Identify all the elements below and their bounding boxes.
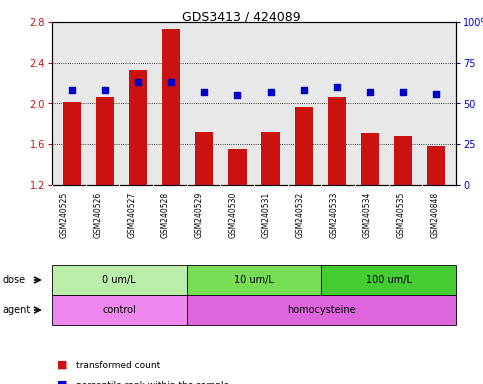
- Text: GSM240531: GSM240531: [262, 191, 271, 238]
- Point: [68, 88, 76, 94]
- Bar: [427, 146, 445, 185]
- Point: [399, 89, 407, 95]
- Text: dose: dose: [2, 275, 26, 285]
- Point: [432, 91, 440, 97]
- Text: GSM240529: GSM240529: [195, 191, 203, 238]
- Text: ■: ■: [57, 360, 67, 370]
- Bar: [327, 98, 346, 185]
- Bar: [63, 103, 81, 185]
- Text: 100 um/L: 100 um/L: [366, 275, 412, 285]
- Text: GSM240527: GSM240527: [127, 191, 136, 238]
- Point: [366, 89, 374, 95]
- Text: GSM240535: GSM240535: [397, 191, 406, 238]
- Point: [101, 88, 109, 94]
- Bar: [394, 136, 412, 185]
- Bar: [361, 133, 379, 185]
- Text: GSM240848: GSM240848: [430, 191, 439, 238]
- Bar: [162, 29, 180, 185]
- Bar: [96, 98, 114, 185]
- Text: GSM240525: GSM240525: [60, 191, 69, 238]
- Text: GDS3413 / 424089: GDS3413 / 424089: [182, 10, 301, 23]
- Text: transformed count: transformed count: [76, 361, 160, 369]
- Text: control: control: [102, 305, 136, 315]
- Point: [134, 79, 142, 85]
- Point: [267, 89, 274, 95]
- Text: GSM240532: GSM240532: [296, 191, 304, 238]
- Text: agent: agent: [2, 305, 30, 315]
- Text: GSM240533: GSM240533: [329, 191, 338, 238]
- Text: GSM240526: GSM240526: [94, 191, 102, 238]
- Text: GSM240534: GSM240534: [363, 191, 372, 238]
- Point: [167, 79, 175, 85]
- Bar: [195, 132, 213, 185]
- Text: GSM240528: GSM240528: [161, 191, 170, 238]
- Point: [300, 88, 308, 94]
- Text: percentile rank within the sample: percentile rank within the sample: [76, 381, 229, 384]
- Bar: [129, 70, 147, 185]
- Bar: [261, 132, 280, 185]
- Point: [234, 92, 242, 98]
- Text: homocysteine: homocysteine: [287, 305, 355, 315]
- Bar: [295, 106, 313, 185]
- Point: [200, 89, 208, 95]
- Bar: [228, 149, 246, 185]
- Point: [333, 84, 341, 90]
- Text: ■: ■: [57, 380, 67, 384]
- Text: 0 um/L: 0 um/L: [102, 275, 136, 285]
- Text: GSM240530: GSM240530: [228, 191, 237, 238]
- Text: 10 um/L: 10 um/L: [234, 275, 274, 285]
